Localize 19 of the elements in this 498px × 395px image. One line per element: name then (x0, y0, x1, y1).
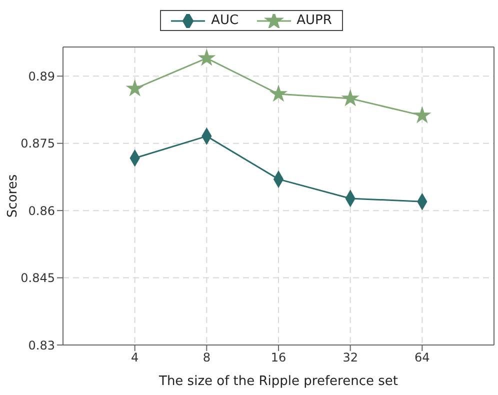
x-axis-title: The size of the Ripple preference set (158, 374, 398, 389)
x-tick-label: 32 (342, 350, 358, 365)
y-tick-label: 0.875 (20, 136, 55, 151)
y-tick-label: 0.845 (20, 271, 55, 286)
x-tick-label: 64 (414, 350, 430, 365)
point (342, 90, 358, 106)
y-tick-label: 0.89 (28, 69, 55, 84)
point (414, 107, 430, 122)
x-tick-label: 4 (131, 350, 139, 365)
y-tick-label: 0.83 (28, 338, 55, 352)
y-tick-label: 0.86 (28, 204, 55, 218)
point (270, 86, 287, 101)
legend-label: AUPR (296, 13, 332, 28)
x-tick-label: 16 (270, 350, 286, 365)
point (126, 80, 143, 96)
y-axis-title: Scores (6, 174, 21, 218)
point (198, 50, 215, 66)
x-tick-label: 8 (202, 350, 210, 365)
legend-label: AUC (210, 13, 239, 28)
